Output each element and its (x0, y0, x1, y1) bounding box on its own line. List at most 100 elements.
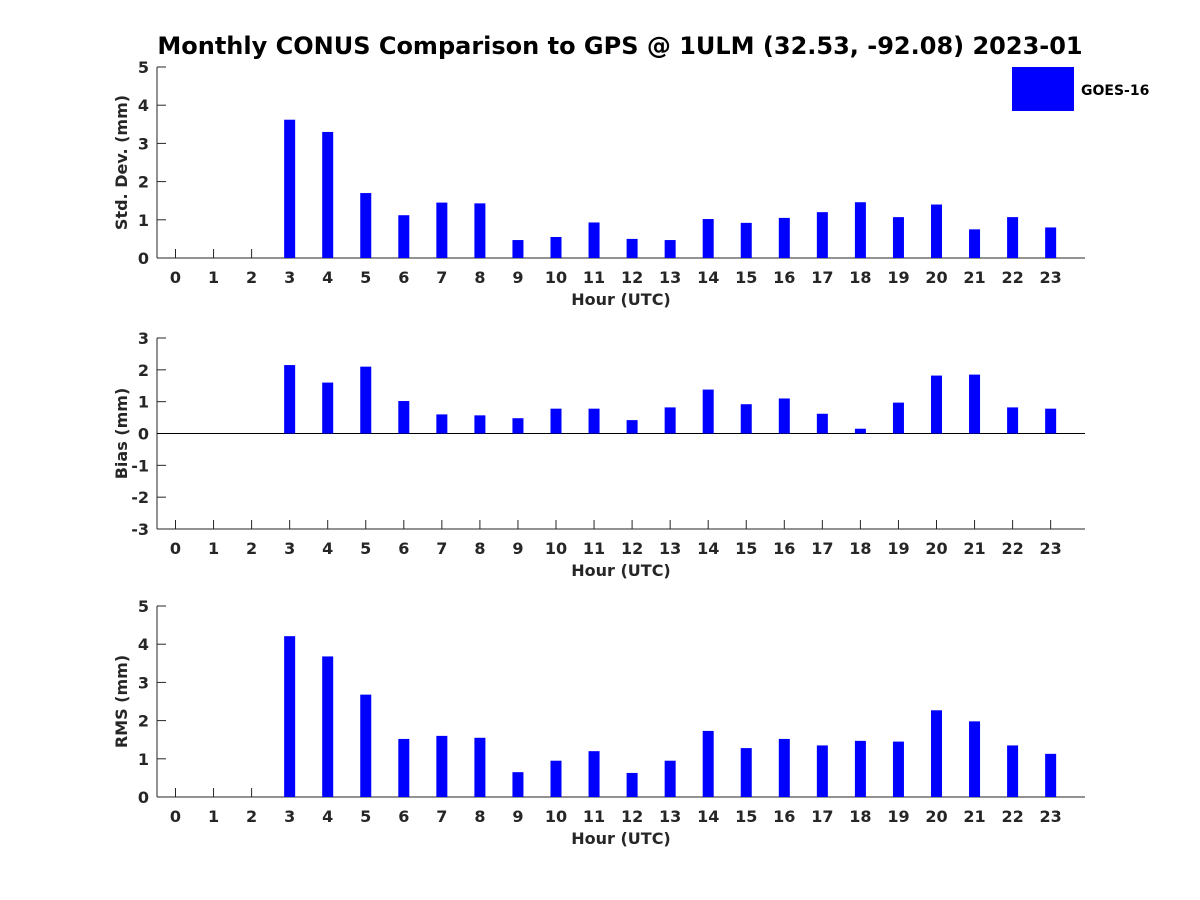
bar-hour-4 (322, 656, 334, 797)
x-tick-label: 16 (773, 539, 795, 558)
x-tick-label: 20 (925, 268, 947, 287)
x-tick-label: 21 (963, 268, 985, 287)
x-tick-label: 16 (773, 268, 795, 287)
bar-hour-6 (398, 401, 410, 434)
x-tick-label: 7 (436, 539, 447, 558)
x-tick-label: 8 (474, 539, 485, 558)
bar-hour-18 (854, 740, 866, 797)
bar-hour-20 (931, 375, 942, 434)
bar-hour-8 (474, 737, 486, 797)
bar-hour-18 (854, 202, 866, 258)
x-tick-label: 9 (512, 268, 523, 287)
bar-hour-10 (550, 408, 562, 434)
x-tick-label: 23 (1040, 807, 1062, 826)
x-tick-label: 9 (512, 539, 523, 558)
x-tick-label: 2 (246, 807, 257, 826)
x-tick-label: 13 (659, 539, 681, 558)
bar-hour-18 (854, 428, 866, 434)
bar-hour-13 (664, 407, 676, 434)
bar-hour-15 (740, 222, 752, 258)
x-tick-label: 0 (170, 268, 181, 287)
bar-hour-11 (588, 408, 600, 434)
x-tick-label: 5 (360, 539, 371, 558)
bar-hour-3 (284, 119, 296, 258)
x-axis-label: Hour (UTC) (571, 290, 671, 309)
bar-hour-14 (702, 730, 714, 797)
x-tick-label: 8 (474, 807, 485, 826)
y-tick-label: 0 (138, 425, 149, 444)
x-tick-label: 10 (545, 807, 567, 826)
bar-hour-12 (626, 238, 638, 258)
bar-hour-8 (474, 415, 486, 434)
x-tick-label: 19 (887, 268, 909, 287)
y-tick-label: 2 (138, 173, 149, 192)
bar-hour-7 (436, 735, 448, 797)
x-tick-label: 15 (735, 539, 757, 558)
x-tick-label: 18 (849, 807, 871, 826)
x-tick-label: 7 (436, 268, 447, 287)
y-tick-label: 4 (138, 96, 149, 115)
x-tick-label: 21 (963, 807, 985, 826)
x-tick-label: 16 (773, 807, 795, 826)
bar-hour-23 (1045, 408, 1057, 434)
bar-hour-14 (702, 389, 714, 434)
bar-hour-22 (1007, 217, 1019, 258)
y-axis-label: Std. Dev. (mm) (112, 95, 131, 230)
x-tick-label: 20 (925, 807, 947, 826)
bar-hour-16 (778, 738, 790, 797)
x-tick-label: 18 (849, 268, 871, 287)
bar-hour-10 (550, 760, 562, 797)
bar-hour-15 (740, 748, 752, 797)
y-tick-label: 2 (138, 361, 149, 380)
bar-hour-17 (816, 413, 828, 434)
y-tick-label: 0 (138, 249, 149, 268)
y-axis-label: RMS (mm) (112, 655, 131, 748)
legend-swatch-goes-16 (1012, 67, 1074, 111)
x-tick-label: 12 (621, 539, 643, 558)
bar-hour-13 (664, 760, 676, 797)
bar-hour-6 (398, 738, 410, 797)
y-tick-label: 1 (138, 211, 149, 230)
bar-hour-22 (1007, 407, 1019, 434)
x-axis-label: Hour (UTC) (571, 829, 671, 848)
x-tick-label: 20 (925, 539, 947, 558)
bar-hour-6 (398, 215, 410, 258)
x-tick-label: 6 (398, 539, 409, 558)
bar-hour-17 (816, 212, 828, 258)
x-tick-label: 10 (545, 539, 567, 558)
y-tick-label: 5 (138, 597, 149, 616)
y-tick-label: -3 (131, 520, 149, 539)
bar-hour-17 (816, 745, 828, 797)
x-tick-label: 1 (208, 807, 219, 826)
x-axis-label: Hour (UTC) (571, 561, 671, 580)
x-tick-label: 15 (735, 807, 757, 826)
x-tick-label: 4 (322, 268, 333, 287)
x-tick-label: 17 (811, 268, 833, 287)
bar-hour-13 (664, 240, 676, 258)
x-tick-label: 17 (811, 807, 833, 826)
bar-hour-4 (322, 382, 334, 434)
x-tick-label: 14 (697, 539, 719, 558)
bar-hour-12 (626, 420, 638, 434)
x-tick-label: 11 (583, 268, 605, 287)
x-tick-label: 9 (512, 807, 523, 826)
x-tick-label: 8 (474, 268, 485, 287)
bar-hour-20 (931, 204, 942, 258)
x-tick-label: 23 (1040, 268, 1062, 287)
y-tick-label: -2 (131, 488, 149, 507)
x-tick-label: 10 (545, 268, 567, 287)
bar-hour-7 (436, 414, 448, 434)
x-tick-label: 22 (1001, 268, 1023, 287)
bar-hour-23 (1045, 753, 1057, 797)
y-tick-label: 1 (138, 393, 149, 412)
y-tick-label: 2 (138, 712, 149, 731)
bar-hour-19 (892, 217, 904, 258)
x-tick-label: 19 (887, 539, 909, 558)
y-tick-label: 4 (138, 635, 149, 654)
figure-title: Monthly CONUS Comparison to GPS @ 1ULM (… (157, 32, 1082, 60)
x-tick-label: 13 (659, 807, 681, 826)
x-tick-label: 22 (1001, 807, 1023, 826)
